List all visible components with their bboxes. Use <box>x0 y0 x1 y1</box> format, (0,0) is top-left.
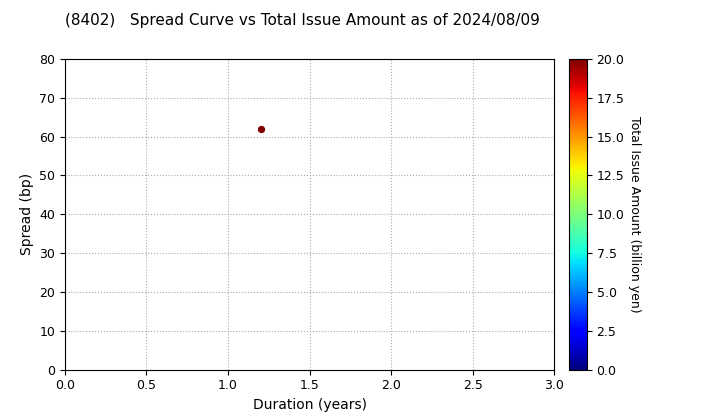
Point <box>255 125 266 132</box>
Y-axis label: Total Issue Amount (billion yen): Total Issue Amount (billion yen) <box>628 116 641 312</box>
X-axis label: Duration (years): Duration (years) <box>253 398 366 412</box>
Text: (8402)   Spread Curve vs Total Issue Amount as of 2024/08/09: (8402) Spread Curve vs Total Issue Amoun… <box>65 13 540 28</box>
Y-axis label: Spread (bp): Spread (bp) <box>19 173 34 255</box>
